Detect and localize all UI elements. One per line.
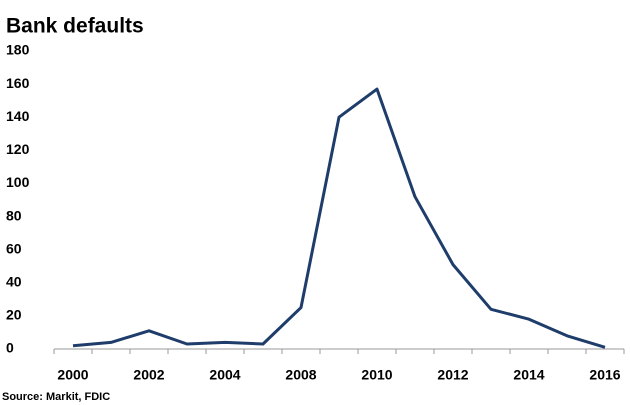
x-tick-label: 2000 [57, 367, 88, 383]
x-tick-label: 2012 [437, 367, 468, 383]
x-tick-label: 2004 [209, 367, 240, 383]
x-tick-label: 2002 [133, 367, 164, 383]
y-tick-label: 60 [6, 240, 22, 256]
y-tick-label: 40 [6, 273, 22, 289]
y-tick-label: 100 [6, 174, 30, 190]
y-tick-label: 180 [6, 42, 30, 58]
chart-title: Bank defaults [6, 15, 144, 38]
y-tick-label: 20 [6, 307, 22, 323]
y-tick-label: 80 [6, 207, 22, 223]
source-note: Source: Markit, FDIC [2, 391, 110, 403]
data-line [72, 87, 606, 349]
y-tick-label: 0 [6, 340, 14, 356]
x-tick-label: 2016 [589, 367, 620, 383]
y-tick-label: 120 [6, 141, 30, 157]
x-tick-label: 2014 [513, 367, 544, 383]
y-tick-label: 160 [6, 75, 30, 91]
y-tick-label: 140 [6, 108, 30, 124]
x-tick-label: 2010 [361, 367, 392, 383]
x-tick-label: 2008 [285, 367, 316, 383]
